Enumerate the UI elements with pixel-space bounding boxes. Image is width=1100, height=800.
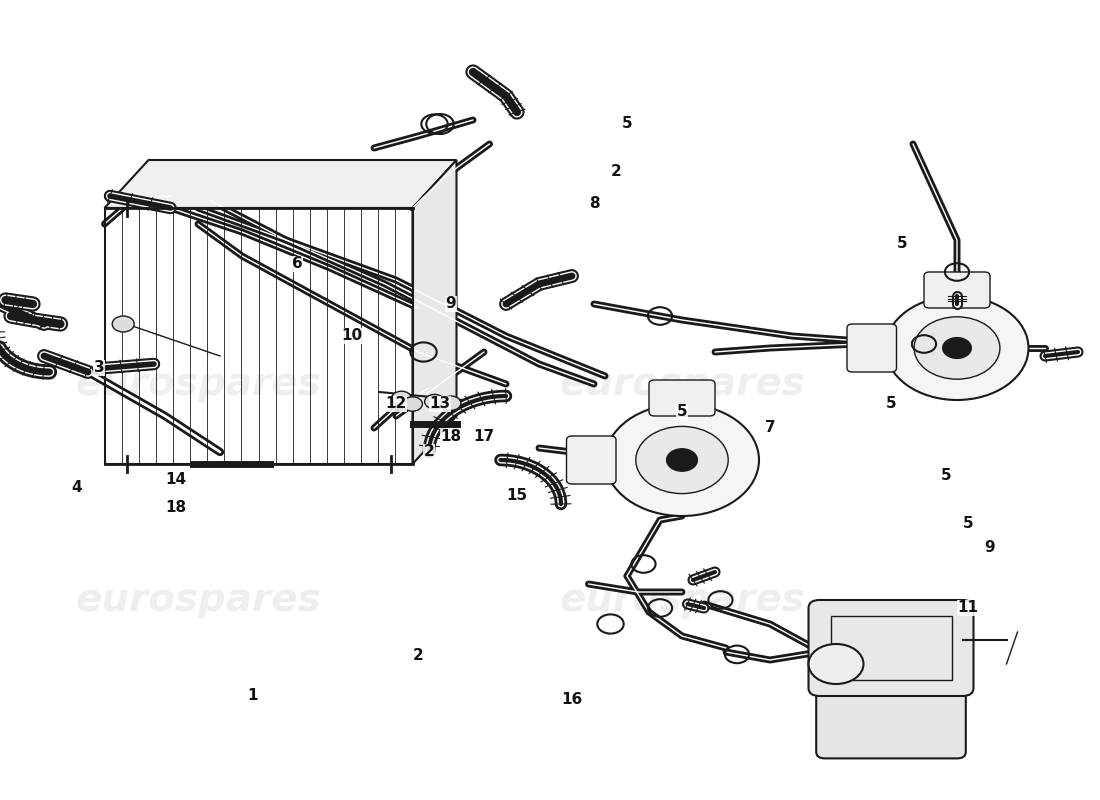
Text: 5: 5 [896,237,907,251]
Text: 5: 5 [621,117,632,131]
Circle shape [441,396,461,410]
Circle shape [636,426,728,494]
Circle shape [914,317,1000,379]
Text: 10: 10 [341,329,363,343]
Text: 18: 18 [165,501,187,515]
Text: 11: 11 [957,601,979,615]
Text: 1: 1 [248,689,258,703]
Bar [830,616,952,680]
FancyBboxPatch shape [924,272,990,308]
Circle shape [667,449,697,471]
Circle shape [808,644,864,684]
FancyBboxPatch shape [649,380,715,416]
FancyBboxPatch shape [808,600,974,696]
Text: 4: 4 [72,481,82,495]
Circle shape [112,316,134,332]
Polygon shape [412,160,456,464]
Text: 5: 5 [886,397,896,411]
Text: 5: 5 [676,405,688,419]
Text: eurospares: eurospares [559,365,805,403]
Circle shape [392,391,411,406]
FancyBboxPatch shape [816,674,966,758]
Text: eurospares: eurospares [75,365,321,403]
Text: 2: 2 [424,445,434,459]
Text: 6: 6 [292,257,302,271]
Text: 2: 2 [610,165,621,179]
Circle shape [886,296,1028,400]
Text: 16: 16 [561,693,583,707]
Text: 14: 14 [165,473,187,487]
Text: 3: 3 [94,361,104,375]
Text: 9: 9 [984,541,996,555]
Circle shape [403,397,422,411]
Polygon shape [104,160,456,208]
Text: 18: 18 [440,429,462,443]
FancyBboxPatch shape [566,436,616,484]
Text: eurospares: eurospares [559,581,805,619]
Text: 9: 9 [446,297,456,311]
FancyBboxPatch shape [847,324,896,372]
Text: eurospares: eurospares [75,581,321,619]
Circle shape [943,338,971,358]
Circle shape [425,394,444,409]
Text: 2: 2 [412,649,424,663]
Text: 5: 5 [940,469,952,483]
Text: 8: 8 [588,197,600,211]
Text: 13: 13 [429,397,451,411]
Text: 5: 5 [962,517,974,531]
Text: 7: 7 [764,421,776,435]
Text: 15: 15 [506,489,528,503]
Text: 12: 12 [385,397,407,411]
Text: 17: 17 [473,429,495,443]
Circle shape [605,404,759,516]
